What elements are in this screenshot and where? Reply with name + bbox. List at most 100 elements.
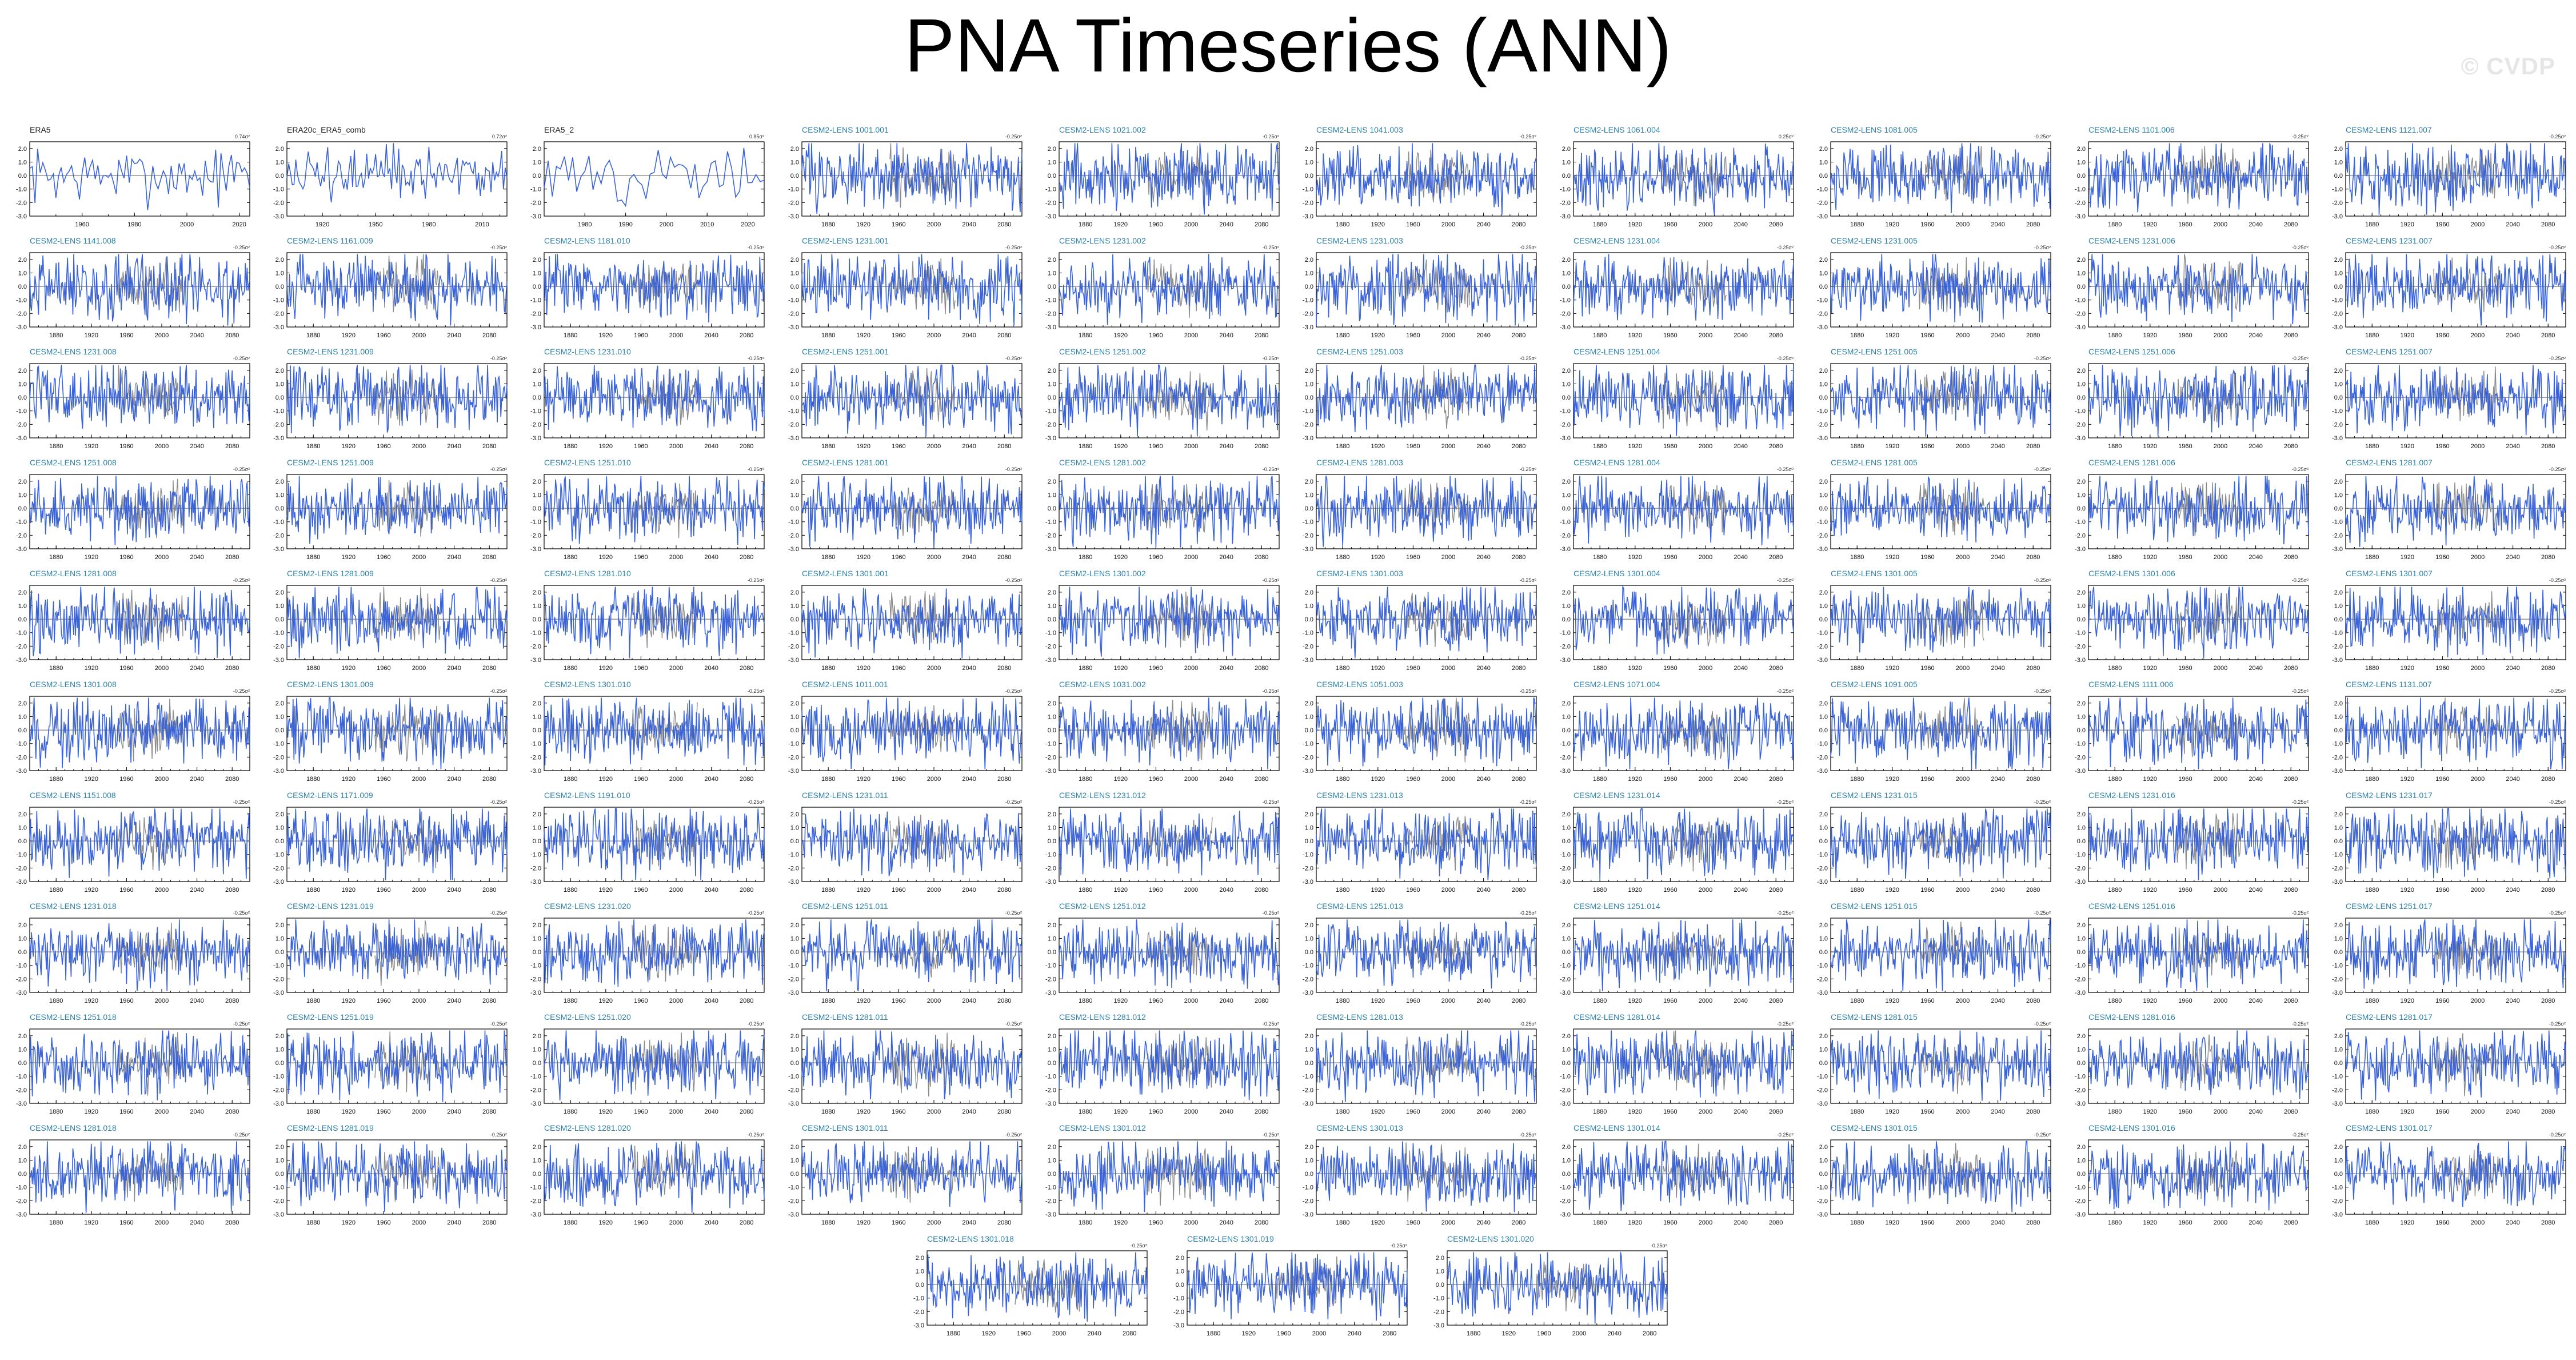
x-tick-label: 2040 bbox=[2506, 887, 2519, 894]
pna-series-line bbox=[1316, 587, 1537, 659]
y-tick-label: -2.0 bbox=[2075, 200, 2086, 206]
y-tick-label: -1.0 bbox=[530, 186, 541, 193]
x-tick-label: 1880 bbox=[49, 665, 63, 672]
x-tick-label: 1880 bbox=[49, 998, 63, 1004]
pna-panel: CESM2-LENS 1061.004 0.25σ² 2.0 1.0 0.0 -1.0 -2… bbox=[1560, 125, 1794, 228]
x-tick-label: 2080 bbox=[2284, 998, 2298, 1004]
y-tick-label: -3.0 bbox=[1045, 324, 1056, 331]
y-tick-label: 1.0 bbox=[533, 381, 541, 388]
x-tick-label: 2040 bbox=[962, 887, 976, 894]
y-tick-label: -1.0 bbox=[273, 963, 284, 970]
pna-series-line bbox=[2088, 254, 2309, 325]
x-tick-label: 2040 bbox=[190, 998, 203, 1004]
y-tick-label: -1.0 bbox=[2075, 186, 2086, 193]
panel-title: CESM2-LENS 1251.002 bbox=[1059, 347, 1146, 356]
y-tick-label: -2.0 bbox=[1045, 976, 1056, 983]
x-tick-label: 1960 bbox=[119, 665, 133, 672]
y-tick-label: -3.0 bbox=[2075, 435, 2086, 442]
y-tick-label: 0.0 bbox=[790, 284, 799, 290]
x-tick-label: 2040 bbox=[2248, 776, 2262, 783]
panel-variance-label: -0.25σ² bbox=[748, 245, 764, 250]
observed-overlay-line bbox=[1661, 371, 1727, 432]
x-tick-label: 1960 bbox=[892, 887, 905, 894]
panel-title: CESM2-LENS 1281.007 bbox=[2346, 458, 2433, 467]
x-tick-label: 1920 bbox=[857, 998, 870, 1004]
x-tick-label: 2000 bbox=[155, 665, 169, 672]
y-tick-label: -3.0 bbox=[530, 657, 541, 664]
y-tick-label: 0.0 bbox=[1048, 173, 1056, 180]
pna-panel: CESM2-LENS 1021.002 -0.25σ² 2.0 1.0 0.0 -1.0 -… bbox=[1045, 125, 1280, 228]
pna-series-line bbox=[801, 364, 1023, 437]
y-tick-label: 2.0 bbox=[1562, 478, 1571, 485]
x-tick-label: 2000 bbox=[1184, 443, 1198, 450]
panel-title: CESM2-LENS 1231.006 bbox=[2088, 236, 2175, 245]
y-tick-label: 1.0 bbox=[533, 159, 541, 166]
pna-panel: CESM2-LENS 1251.002 -0.25σ² 2.0 1.0 0.0 -1.0 -… bbox=[1045, 347, 1280, 450]
y-tick-label: -3.0 bbox=[273, 324, 284, 331]
pna-panel: CESM2-LENS 1191.010 -0.25σ² 2.0 1.0 0.0 -1.0 -… bbox=[530, 791, 765, 894]
x-tick-label: 1920 bbox=[1114, 887, 1128, 894]
panel-variance-label: -0.25σ² bbox=[1777, 688, 1794, 694]
x-tick-label: 2080 bbox=[2026, 554, 2040, 561]
x-tick-label: 2080 bbox=[482, 998, 496, 1004]
pna-series-line bbox=[29, 476, 250, 545]
y-tick-label: 0.0 bbox=[1562, 727, 1571, 734]
x-tick-label: 2000 bbox=[1441, 998, 1455, 1004]
pna-panel: CESM2-LENS 1231.001 -0.25σ² 2.0 1.0 0.0 -1.0 -… bbox=[788, 236, 1023, 339]
y-tick-label: -2.0 bbox=[2332, 643, 2343, 650]
y-tick-label: 0.0 bbox=[2334, 284, 2343, 290]
plot-frame bbox=[29, 252, 250, 328]
y-tick-label: 2.0 bbox=[18, 589, 27, 596]
x-tick-label: 1960 bbox=[1406, 221, 1420, 228]
panel-title: CESM2-LENS 1231.019 bbox=[287, 902, 374, 911]
y-tick-label: -3.0 bbox=[1303, 657, 1313, 664]
x-tick-label: 2000 bbox=[2214, 443, 2227, 450]
x-tick-label: 2040 bbox=[447, 554, 461, 561]
plot-frame bbox=[544, 474, 765, 549]
y-tick-label: -1.0 bbox=[2332, 408, 2343, 415]
pna-panel: CESM2-LENS 1231.007 -0.25σ² 2.0 1.0 0.0 -1.0 -… bbox=[2332, 236, 2566, 339]
x-tick-label: 2080 bbox=[1769, 998, 1783, 1004]
x-tick-label: 1920 bbox=[1628, 776, 1642, 783]
y-tick-label: -2.0 bbox=[1560, 200, 1571, 206]
panel-title: CESM2-LENS 1251.014 bbox=[1573, 902, 1660, 911]
x-tick-label: 2000 bbox=[2471, 887, 2485, 894]
x-tick-label: 2040 bbox=[190, 332, 203, 339]
pna-series-line bbox=[2345, 587, 2566, 657]
x-tick-label: 1880 bbox=[1593, 443, 1607, 450]
x-tick-label: 1880 bbox=[2108, 776, 2122, 783]
y-tick-label: 0.0 bbox=[18, 173, 27, 180]
panel-title: CESM2-LENS 1011.001 bbox=[802, 680, 888, 689]
y-tick-label: 1.0 bbox=[790, 603, 799, 609]
pna-series-line bbox=[1316, 476, 1537, 547]
x-tick-label: 1960 bbox=[377, 554, 390, 561]
pna-panel: CESM2-LENS 1301.003 -0.25σ² 2.0 1.0 0.0 -1.0 -… bbox=[1303, 569, 1537, 672]
pna-series-line bbox=[544, 808, 765, 880]
y-tick-label: -1.0 bbox=[1817, 963, 1828, 970]
x-tick-label: 1920 bbox=[1371, 221, 1385, 228]
x-tick-label: 1880 bbox=[821, 665, 835, 672]
y-tick-label: 1.0 bbox=[2334, 713, 2343, 720]
y-tick-label: -3.0 bbox=[2075, 213, 2086, 220]
pna-series-line bbox=[29, 149, 250, 210]
y-tick-label: -3.0 bbox=[1817, 990, 1828, 996]
x-tick-label: 2080 bbox=[1512, 998, 1525, 1004]
x-tick-label: 1880 bbox=[564, 998, 577, 1004]
panel-title: CESM2-LENS 1251.010 bbox=[544, 458, 631, 467]
observed-overlay-line bbox=[632, 592, 698, 648]
y-tick-label: 1.0 bbox=[533, 713, 541, 720]
observed-overlay-line bbox=[889, 929, 956, 978]
y-tick-label: 1.0 bbox=[1562, 935, 1571, 942]
y-tick-label: 0.0 bbox=[2334, 394, 2343, 401]
pna-series-line bbox=[1573, 254, 1794, 321]
x-tick-label: 2080 bbox=[225, 443, 239, 450]
panel-title: CESM2-LENS 1131.007 bbox=[2346, 680, 2432, 689]
panel-title: CESM2-LENS 1301.009 bbox=[287, 680, 374, 689]
panel-title: CESM2-LENS 1041.003 bbox=[1316, 125, 1403, 134]
x-tick-label: 2000 bbox=[2214, 554, 2227, 561]
pna-panel: CESM2-LENS 1231.014 -0.25σ² 2.0 1.0 0.0 -1.0 -… bbox=[1560, 791, 1794, 894]
panel-variance-label: -0.25σ² bbox=[233, 910, 250, 916]
y-tick-label: -2.0 bbox=[273, 200, 284, 206]
panel-variance-label: -0.25σ² bbox=[2292, 688, 2309, 694]
